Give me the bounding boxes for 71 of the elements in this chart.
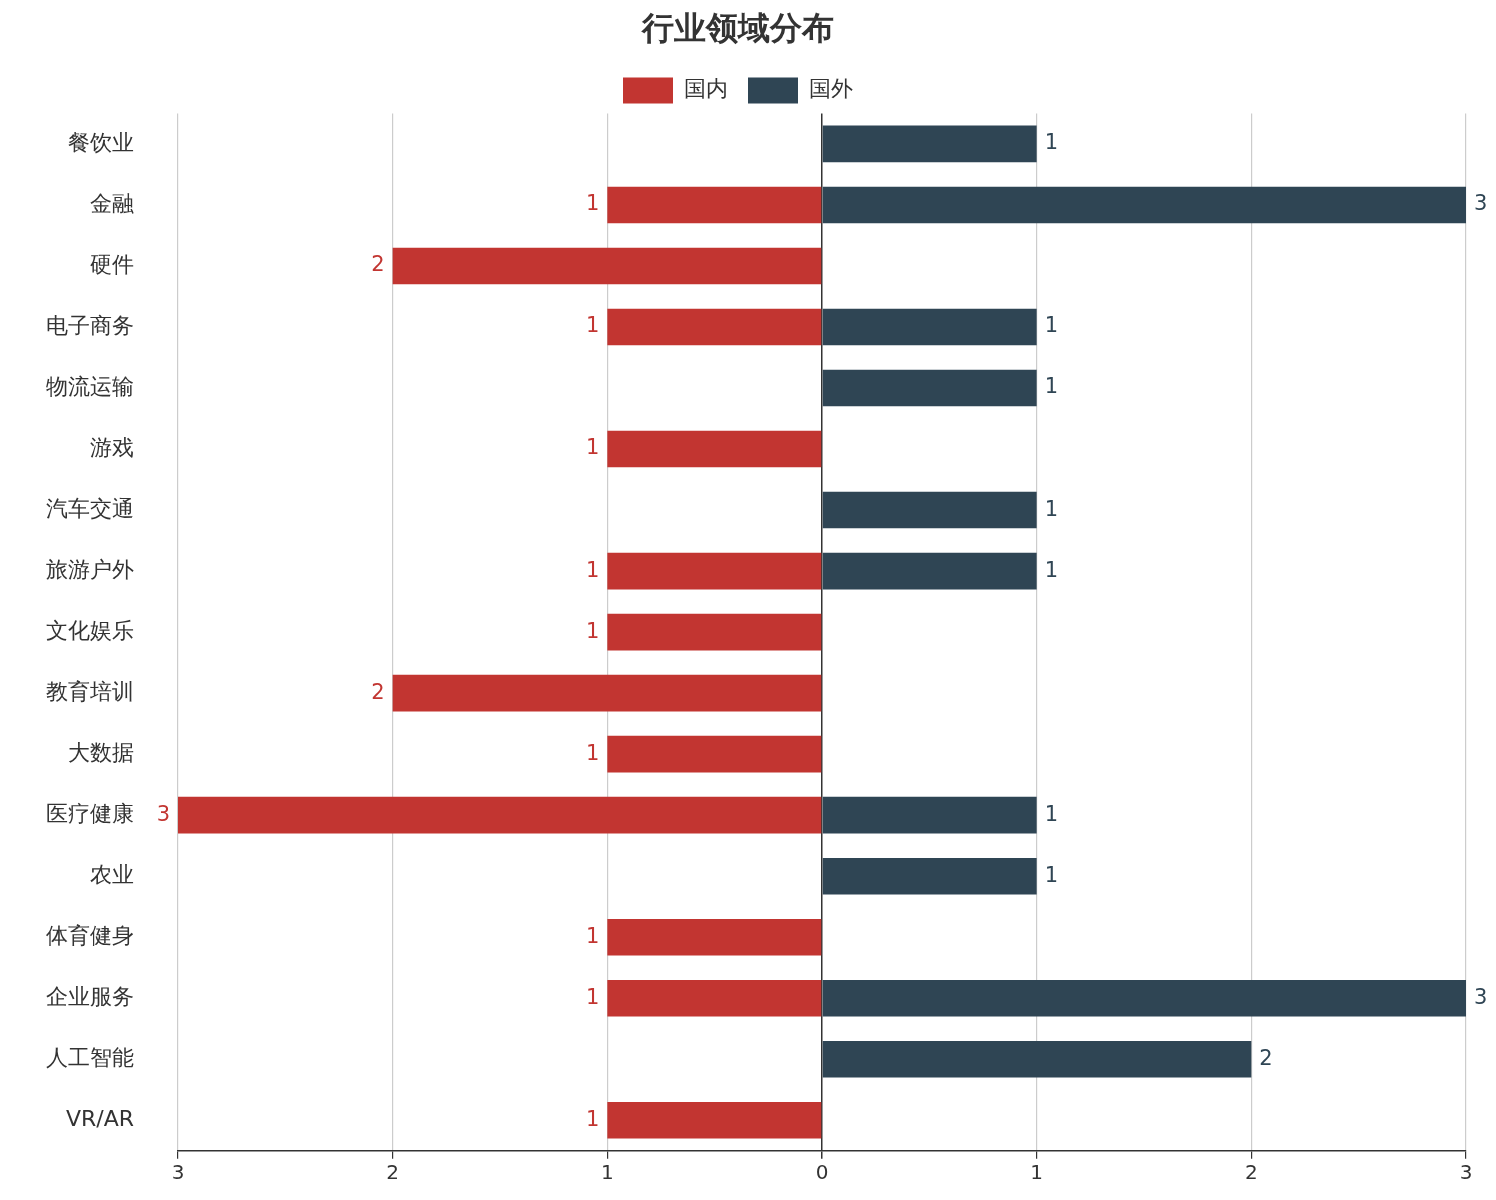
bar	[392, 674, 822, 712]
data-label: 1	[585, 435, 600, 460]
bar	[392, 247, 822, 285]
data-label: 3	[156, 801, 170, 826]
x-tick-label: 0	[815, 1160, 829, 1184]
y-tick-label: 医疗健康	[46, 800, 134, 826]
y-tick-label: 大数据	[68, 739, 134, 765]
bar	[178, 796, 822, 834]
y-tick-label: 教育培训	[46, 678, 134, 704]
bar	[822, 796, 1037, 834]
bar	[822, 369, 1037, 407]
y-tick-label: 游戏	[90, 434, 134, 460]
data-label: 1	[1044, 557, 1059, 582]
bar	[822, 979, 1466, 1017]
bar	[607, 613, 822, 651]
data-label: 1	[585, 618, 600, 643]
bar	[607, 308, 822, 346]
data-label: 1	[585, 191, 600, 216]
y-tick-label: 餐饮业	[68, 129, 134, 155]
data-label: 3	[1474, 191, 1488, 216]
bar	[607, 1101, 822, 1139]
bar	[607, 979, 822, 1017]
x-tick-label: 1	[600, 1160, 614, 1184]
x-tick-label: 3	[1459, 1160, 1473, 1184]
chart-title: 行业领域分布	[641, 8, 834, 47]
x-tick-label: 2	[386, 1160, 400, 1184]
data-label: 1	[585, 1106, 600, 1131]
y-tick-label: 旅游户外	[46, 556, 134, 582]
data-label: 1	[585, 923, 600, 948]
bar	[607, 186, 822, 224]
x-tick-label: 2	[1244, 1160, 1258, 1184]
y-tick-label: 硬件	[90, 251, 134, 277]
data-label: 2	[1259, 1045, 1273, 1070]
data-label: 1	[1044, 496, 1059, 521]
data-label: 1	[585, 984, 600, 1009]
y-tick-label: 汽车交通	[46, 495, 134, 521]
data-label: 3	[1474, 984, 1488, 1009]
legend-label: 国外	[809, 76, 853, 102]
data-label: 1	[1044, 374, 1059, 399]
bar	[822, 1040, 1252, 1078]
bar	[607, 552, 822, 590]
bar	[607, 430, 822, 468]
bar	[822, 308, 1037, 346]
y-tick-label: 体育健身	[46, 922, 134, 948]
data-label: 1	[1044, 801, 1059, 826]
y-tick-label: 企业服务	[46, 983, 134, 1009]
bar	[822, 491, 1037, 529]
y-tick-label: VR/AR	[65, 1106, 134, 1132]
data-label: 2	[371, 252, 385, 277]
y-tick-label: 农业	[90, 861, 134, 887]
x-tick-label: 1	[1030, 1160, 1044, 1184]
data-label: 1	[1044, 130, 1059, 155]
legend-label: 国内	[684, 76, 728, 102]
bar	[822, 552, 1037, 590]
x-tick-label: 3	[171, 1160, 185, 1184]
y-tick-label: 金融	[90, 190, 134, 216]
y-tick-label: 电子商务	[46, 312, 134, 338]
bar	[822, 125, 1037, 163]
data-label: 1	[1044, 862, 1059, 887]
bar	[607, 918, 822, 956]
bar	[607, 735, 822, 773]
y-tick-label: 物流运输	[46, 373, 134, 399]
data-label: 1	[585, 313, 600, 338]
y-tick-label: 人工智能	[46, 1044, 134, 1070]
bar	[822, 857, 1037, 895]
data-label: 1	[585, 740, 600, 765]
data-label: 1	[585, 557, 600, 582]
data-label: 1	[1044, 313, 1059, 338]
y-tick-label: 文化娱乐	[46, 617, 134, 643]
bar	[822, 186, 1466, 224]
data-label: 2	[371, 679, 385, 704]
